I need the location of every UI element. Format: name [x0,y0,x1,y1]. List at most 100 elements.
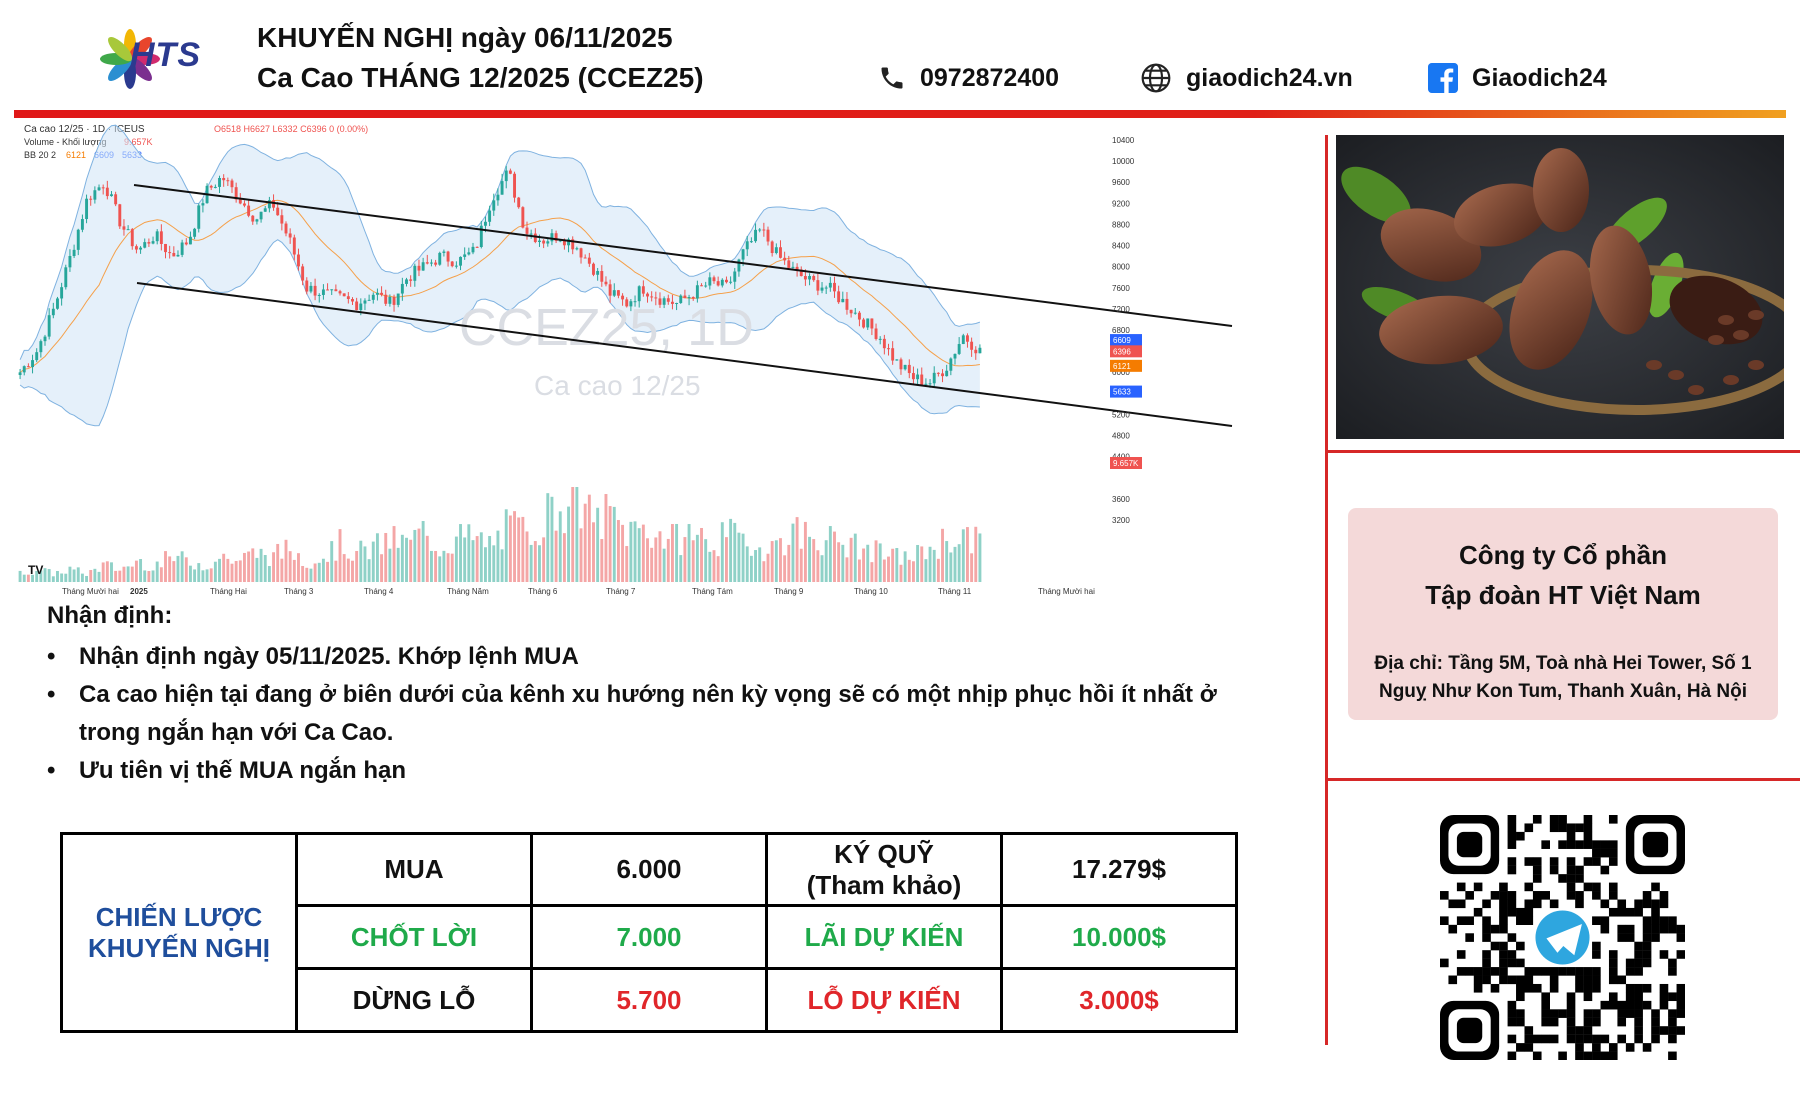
candle-body [862,319,866,328]
candle-body [799,269,803,277]
candle-body [932,372,936,384]
volume-bar [596,507,600,582]
qr-module [1566,1000,1576,1010]
qr-module [1668,967,1677,976]
candle-body [529,233,533,235]
volume-bar [267,566,271,582]
qr-module [1625,983,1635,993]
candle-body [313,285,317,296]
candle-body [616,290,620,296]
candle-body [188,236,192,245]
qr-module [1566,1017,1576,1027]
qr-module [1465,933,1474,942]
candle-body [176,254,180,257]
candle-body [521,207,525,228]
qr-module [1608,848,1618,858]
qr-module [1583,1026,1593,1035]
qr-module [1456,967,1466,976]
telegram-qr-code[interactable] [1440,815,1685,1060]
contact-phone[interactable]: 0972872400 [878,60,1059,96]
qr-module [1566,831,1576,841]
qr-module [1566,840,1576,849]
qr-module [1676,1026,1685,1035]
qr-module [1642,1043,1652,1052]
candle-body [700,285,703,287]
candle-body [85,198,89,220]
volume-bar [808,536,812,582]
right-divider-2 [1326,778,1800,781]
volume-bar [463,537,467,582]
volume-bar [243,552,246,582]
analysis-bullet: • Nhận định ngày 05/11/2025. Khớp lệnh MU… [47,638,1277,676]
candle-body [80,219,84,230]
candle-body [488,210,492,222]
contact-website[interactable]: giaodich24.vn [1140,60,1353,96]
price-tag-label: 6609 [1113,336,1131,345]
volume-bar [330,541,334,582]
qr-module [1625,967,1635,976]
price-tick-label: 9200 [1112,199,1130,208]
qr-module [1642,933,1652,942]
qr-module [1516,1017,1525,1027]
volume-bar [413,529,417,582]
candle-body [301,266,305,281]
volume-bar [504,509,508,582]
qr-module [1651,882,1660,892]
time-tick-label: Tháng Tám [692,587,733,596]
facebook-link[interactable]: Giaodich24 [1472,63,1607,92]
qr-module [1592,967,1601,976]
qr-module [1634,1000,1643,1010]
qr-module [1617,1034,1627,1044]
volume-bar [787,544,791,582]
qr-module [1499,899,1508,909]
volume-bar [700,527,703,582]
price-tick-label: 8000 [1112,263,1130,272]
qr-module [1642,1000,1652,1010]
qr-module [1592,950,1601,959]
qr-module [1566,1034,1576,1044]
candle-body [953,353,957,359]
candle-body [745,241,749,250]
candle-body [380,292,384,295]
volume-bar [608,506,612,582]
candle-body [330,289,334,291]
volume-bar [841,544,845,582]
chart-bb-line: BB 20 2 [24,150,56,160]
volume-bar [857,559,861,582]
qr-module [1668,1026,1677,1035]
volume-bar [205,569,209,582]
qr-module [1583,1009,1593,1018]
volume-bar [957,544,961,582]
qr-module [1668,1017,1677,1027]
website-link[interactable]: giaodich24.vn [1186,63,1353,92]
volume-bar [64,573,68,582]
volume-bar [600,539,604,582]
volume-bar [122,566,126,582]
company-address: Địa chỉ: Tầng 5M, Toà nhà Hei Tower, Số … [1374,653,1752,702]
candle-body [725,279,728,283]
qr-module [1482,933,1491,942]
time-tick-label: Tháng Mười hai [62,587,119,596]
candle-body [105,187,109,197]
qr-module [1634,907,1643,917]
qr-module [1642,958,1652,968]
volume-bar [920,546,924,582]
candle-body [413,265,417,281]
bullet-dot: • [47,757,56,784]
qr-module [1516,975,1525,985]
candle-body [405,279,408,284]
qr-module [1642,950,1652,959]
volume-bar [741,533,745,582]
qr-module [1482,975,1491,985]
candle-body [60,287,64,299]
candle-body [463,254,467,257]
volume-bar [683,537,687,582]
volume-bar [475,536,479,582]
volume-bar [180,551,184,582]
volume-bar [359,540,363,582]
volume-bar [72,569,76,582]
candle-body [737,259,741,272]
candle-body [288,233,292,238]
contact-facebook[interactable]: Giaodich24 [1428,60,1607,96]
qr-module [1600,916,1610,925]
